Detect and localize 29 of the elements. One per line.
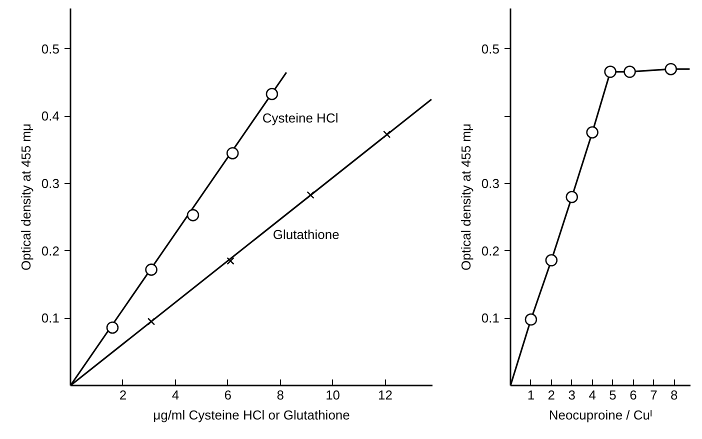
annotation: Glutathione xyxy=(272,227,340,242)
y-axis-title: Optical density at 455 mμ xyxy=(18,124,34,270)
x-tick-label: 8 xyxy=(670,388,678,402)
y-tick-label: 0.2 xyxy=(41,243,60,258)
x-tick-label: 5 xyxy=(609,388,616,402)
x-tick-label: 3 xyxy=(568,388,576,402)
x-tick-label: 2 xyxy=(548,388,556,402)
annotation: Cysteine HCl xyxy=(262,110,338,126)
y-tick-label: 0.5 xyxy=(481,41,500,56)
y-tick-label: 0.4 xyxy=(41,108,60,124)
y-tick-label: 0.1 xyxy=(481,310,500,326)
x-axis-title: μg/ml Cysteine HCl or Glutathione xyxy=(153,408,350,422)
x-axis-title: Neocuproine / Cuᴵ xyxy=(548,408,652,422)
y-axis-title: Optical density at 455 mμ xyxy=(458,124,474,270)
y-tick-label: 0.2 xyxy=(481,243,500,258)
y-tick-label: 0.3 xyxy=(41,176,60,192)
x-tick-label: 1 xyxy=(527,388,535,402)
y-tick-label: 0.1 xyxy=(41,310,60,326)
x-tick-label: 2 xyxy=(119,388,127,402)
x-tick-label: 4 xyxy=(588,388,596,402)
x-tick-label: 6 xyxy=(224,388,232,402)
x-tick-label: 12 xyxy=(378,388,393,402)
y-tick-label: 0.5 xyxy=(41,41,60,56)
x-tick-label: 8 xyxy=(276,388,284,402)
x-tick-label: 10 xyxy=(326,388,340,402)
x-tick-label: 7 xyxy=(650,388,658,402)
x-tick-label: 4 xyxy=(172,388,180,402)
x-tick-label: 6 xyxy=(630,388,637,402)
y-tick-label: 0.3 xyxy=(481,176,500,192)
